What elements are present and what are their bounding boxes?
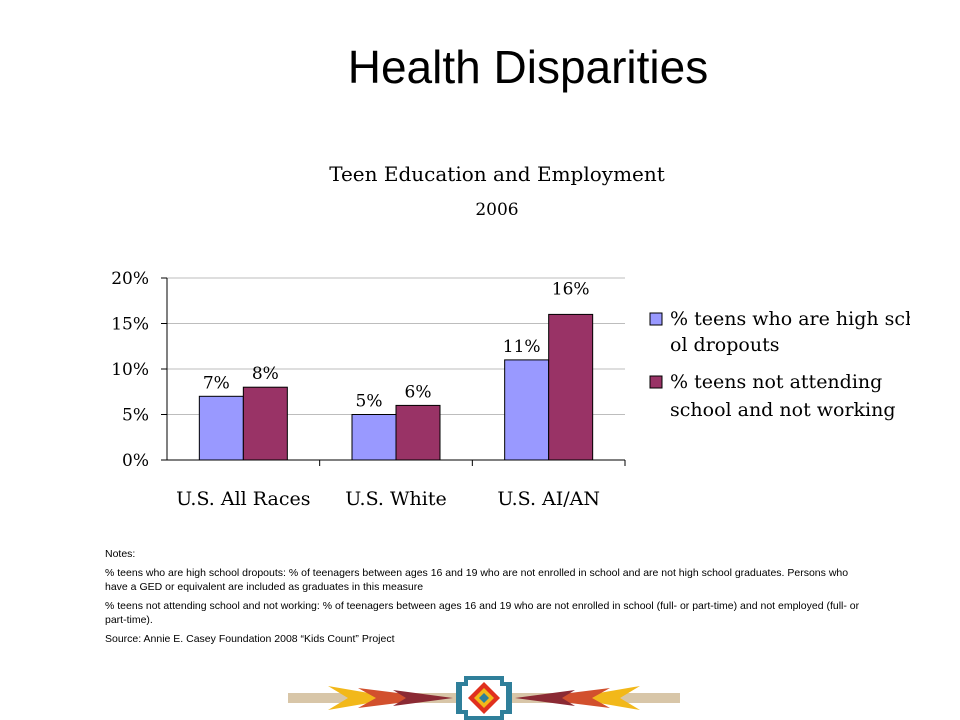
y-tick-label: 15%	[111, 315, 149, 335]
x-tick-label: U.S. White	[345, 488, 446, 510]
y-tick-label: 0%	[122, 451, 149, 471]
data-label: 6%	[405, 382, 432, 402]
bar	[504, 359, 550, 461]
chart-title: Teen Education and Employment	[329, 162, 665, 186]
arrow-left-maroon	[393, 690, 453, 706]
legend-label: ol dropouts	[670, 334, 779, 356]
arrow-left-yellow	[328, 686, 398, 710]
data-label: 5%	[356, 392, 383, 412]
arrow-right-yellow	[570, 686, 640, 710]
data-label: 7%	[203, 373, 230, 393]
legend-label: % teens not attending	[670, 371, 882, 393]
arrow-left-red	[358, 688, 438, 708]
notes-not-working: % teens not attending school and not wor…	[105, 600, 860, 626]
bar	[548, 313, 594, 461]
notes-dropouts: % teens who are high school dropouts: % …	[105, 567, 849, 593]
legend-label: school and not working	[670, 399, 896, 421]
notes: Notes: % teens who are high school dropo…	[105, 547, 865, 651]
y-tick-label: 10%	[111, 360, 149, 380]
legend-swatch	[649, 312, 663, 326]
chart-subtitle: 2006	[475, 200, 518, 220]
legend-swatch	[649, 375, 663, 389]
x-tick-label: U.S. All Races	[176, 488, 310, 510]
legend-label: % teens who are high sch	[670, 308, 910, 330]
center-emblem	[456, 676, 512, 720]
notes-heading: Notes:	[105, 548, 136, 560]
chart-svg: Teen Education and Employment 2006 0% 5% 10%…	[111, 162, 910, 510]
y-tick-label: 5%	[122, 406, 149, 426]
notes-source: Source: Annie E. Casey Foundation 2008 “…	[105, 633, 395, 645]
bar	[351, 414, 397, 461]
slide-title: Health Disparities	[347, 41, 709, 93]
arrow-right-red	[530, 688, 610, 708]
y-tick-label: 20%	[111, 269, 149, 289]
chart: Teen Education and Employment 2006 0% 5% 10%…	[90, 150, 910, 530]
x-tick-label: U.S. AI/AN	[497, 488, 600, 510]
bar	[198, 395, 244, 461]
bar	[242, 386, 288, 461]
data-label: 11%	[503, 337, 541, 357]
footer-pattern-band	[288, 676, 680, 720]
data-label: 16%	[552, 279, 590, 299]
arrow-right-maroon	[515, 690, 575, 706]
bar	[395, 404, 441, 461]
data-label: 8%	[252, 364, 279, 384]
